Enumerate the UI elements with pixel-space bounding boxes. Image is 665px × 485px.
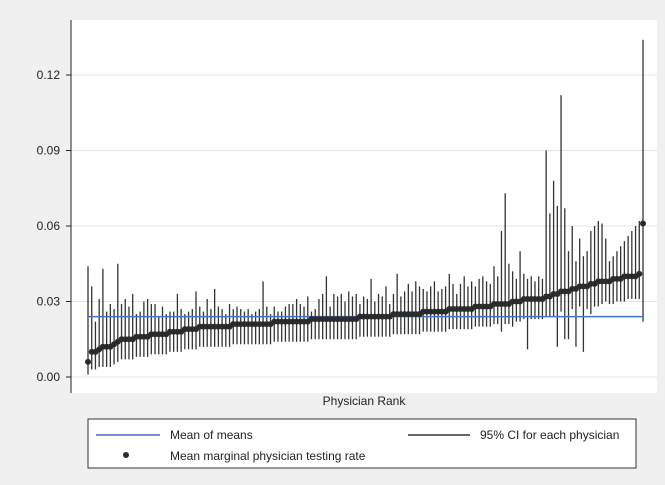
legend: Mean of means 95% CI for each physician … (87, 418, 637, 469)
data-points (85, 220, 646, 365)
mean-point (636, 270, 643, 277)
mean-point (640, 220, 646, 227)
legend-mean-line-label: Mean of means (170, 428, 253, 442)
x-axis-title: Physician Rank (323, 394, 407, 408)
y-tick-label: 0.09 (37, 144, 61, 158)
mean-point (85, 358, 91, 365)
legend-ci-label: 95% CI for each physician (480, 428, 619, 442)
y-tick-label: 0.00 (37, 370, 61, 384)
legend-point-label: Mean marginal physician testing rate (170, 449, 366, 463)
ci-bars (87, 39, 644, 375)
y-tick-label: 0.03 (37, 295, 61, 309)
legend-box (87, 418, 637, 469)
y-tick-label: 0.06 (37, 219, 61, 233)
legend-point-swatch (123, 452, 129, 458)
y-tick-label: 0.12 (37, 68, 61, 82)
y-ticks: 0.00 0.03 0.06 0.09 0.12 (37, 68, 71, 384)
